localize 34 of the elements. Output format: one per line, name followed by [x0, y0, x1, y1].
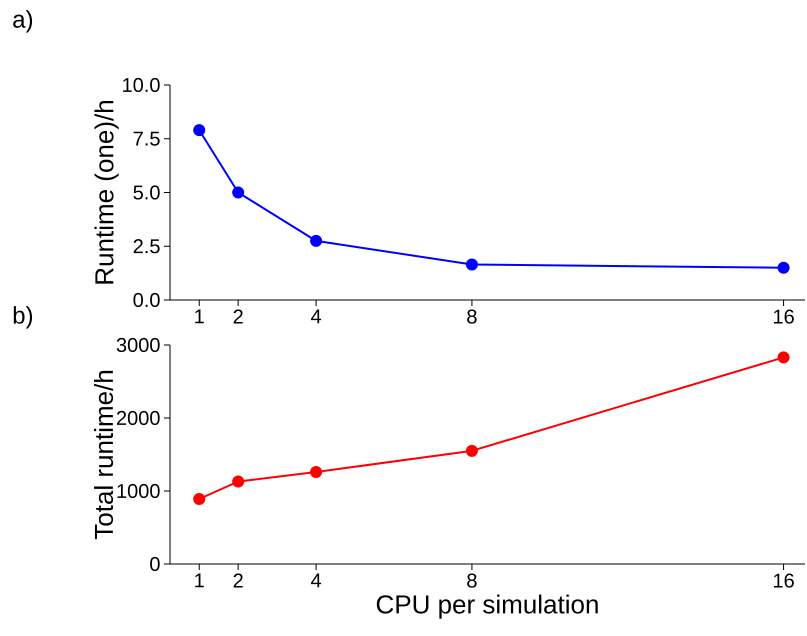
x-tick-label: 4	[310, 574, 322, 588]
y-tick-label: 10.0	[123, 78, 160, 92]
point	[193, 493, 206, 506]
x-tick-label: 8	[467, 574, 477, 588]
y-tick-label: 2000	[116, 410, 160, 426]
x-axis-title: CPU per simulation	[376, 594, 598, 619]
x-tick-label: 16	[774, 574, 794, 588]
point	[466, 444, 478, 457]
x-tick-label: 16	[774, 310, 794, 324]
point	[232, 476, 244, 488]
point	[310, 234, 322, 247]
y-tick-label: 0.0	[133, 292, 160, 308]
y-tick-label: 0	[150, 556, 160, 572]
x-tick-label: 1	[195, 574, 204, 588]
y-tick-label: 3000	[116, 338, 160, 352]
text: b)	[14, 306, 32, 329]
point	[232, 186, 244, 198]
y-tick-label: 5.0	[133, 185, 160, 200]
x-tick-label: 2	[234, 310, 243, 324]
x-tick-label: 2	[234, 574, 243, 588]
point	[466, 258, 478, 271]
point	[778, 262, 790, 274]
y-axis-title: Runtime (one)/h	[94, 101, 119, 284]
point	[193, 124, 206, 136]
y-axis-title: Total runtime/h	[94, 370, 114, 540]
x-tick-label: 8	[467, 310, 477, 324]
y-tick-label: 1000	[118, 484, 160, 498]
x-tick-label: 1	[195, 310, 204, 324]
point	[778, 351, 790, 364]
y-tick-label: 7.5	[134, 132, 160, 146]
x-tick-label: 4	[310, 310, 322, 324]
text: a)	[13, 10, 32, 33]
point	[310, 466, 322, 478]
y-tick-label: 2.5	[134, 239, 160, 254]
